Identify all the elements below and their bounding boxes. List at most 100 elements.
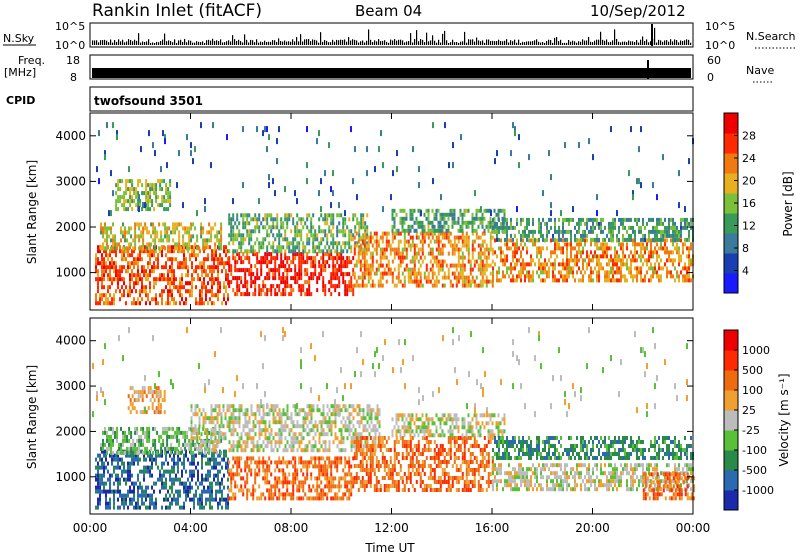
velocity-cell xyxy=(254,488,257,493)
power-cell xyxy=(352,292,355,297)
power-cell xyxy=(201,285,203,290)
velocity-cell xyxy=(110,446,112,451)
nsky-count-bar xyxy=(210,40,212,45)
power-cell xyxy=(652,250,654,255)
power-cell xyxy=(139,203,142,208)
velocity-cell xyxy=(227,461,229,466)
power-cell xyxy=(491,247,494,252)
power-cell xyxy=(254,292,257,297)
power-cell xyxy=(499,208,502,213)
power-cell xyxy=(401,220,404,225)
velocity-cell xyxy=(106,450,108,455)
power-cell xyxy=(465,224,468,229)
power-cell xyxy=(463,275,466,280)
nsky-count-bar xyxy=(168,40,170,45)
power-cell xyxy=(419,263,422,268)
power-cell xyxy=(328,264,331,269)
power-cell xyxy=(246,221,249,226)
velocity-cell xyxy=(171,477,173,482)
velocity-cell xyxy=(111,453,113,458)
power-cell xyxy=(270,229,273,234)
power-cell xyxy=(145,285,147,290)
power-cell xyxy=(228,284,231,289)
power-cell xyxy=(312,272,315,277)
velocity-cell xyxy=(240,456,243,461)
power-cell xyxy=(481,231,484,236)
velocity-cell xyxy=(195,493,197,498)
velocity-cell xyxy=(181,473,183,478)
power-cell xyxy=(155,301,157,306)
power-cell xyxy=(364,221,367,226)
power-cell xyxy=(443,243,446,248)
power-cell xyxy=(487,251,490,256)
power-cell xyxy=(193,269,195,274)
power-cell xyxy=(314,264,317,269)
nsky-count-bar xyxy=(634,41,636,45)
power-cell xyxy=(141,183,144,188)
power-cell xyxy=(290,268,293,273)
power-cell xyxy=(363,247,366,252)
power-cell xyxy=(365,271,368,276)
velocity-cell xyxy=(246,456,249,461)
power-cell xyxy=(359,263,362,268)
power-cell xyxy=(451,220,454,225)
power-cell xyxy=(174,222,177,227)
power-cell xyxy=(154,246,157,251)
velocity-cell xyxy=(141,497,143,502)
velocity-cell xyxy=(266,472,269,477)
power-cell xyxy=(348,241,351,246)
velocity-cell xyxy=(171,497,173,502)
power-cell xyxy=(232,276,235,281)
power-cell xyxy=(666,266,668,271)
power-cell xyxy=(413,251,416,256)
power-cell xyxy=(254,249,257,254)
velocity-cell xyxy=(276,464,279,469)
power-cell xyxy=(375,235,378,240)
power-cell xyxy=(494,250,496,255)
power-cell xyxy=(636,242,638,247)
velocity-cell xyxy=(117,461,119,466)
power-cell xyxy=(520,233,522,238)
power-cell xyxy=(117,207,120,212)
power-cell xyxy=(395,275,398,280)
power-cell xyxy=(300,276,303,281)
velocity-cell xyxy=(302,496,305,501)
velocity-cell xyxy=(165,485,167,490)
velocity-cell xyxy=(99,465,101,470)
power-cell xyxy=(137,183,140,188)
power-cell xyxy=(367,271,370,276)
power-cell xyxy=(238,252,241,257)
power-cell xyxy=(143,265,145,270)
velocity-cell xyxy=(292,484,295,489)
power-cell xyxy=(169,195,172,200)
power-cell xyxy=(270,225,273,230)
power-cell xyxy=(449,208,452,213)
power-cell xyxy=(445,228,448,233)
velocity-cell xyxy=(300,456,303,461)
power-cell xyxy=(163,289,165,294)
power-cell xyxy=(105,249,107,254)
power-cell xyxy=(439,224,442,229)
nsky-count-bar xyxy=(392,40,394,45)
velocity-cells xyxy=(92,327,695,510)
power-cell xyxy=(512,278,514,283)
nsky-count-bar xyxy=(430,40,432,45)
power-cell xyxy=(135,289,137,294)
velocity-cell xyxy=(234,456,237,461)
power-cell xyxy=(435,283,438,288)
power-cell xyxy=(528,154,530,161)
nsky-count-bar xyxy=(200,42,202,45)
velocity-cell xyxy=(151,453,153,458)
power-cell xyxy=(149,301,151,306)
power-cell xyxy=(363,231,366,236)
velocity-cell xyxy=(159,394,162,399)
power-cell xyxy=(276,252,279,257)
nsky-count-bar xyxy=(144,41,146,45)
nsky-count-bar xyxy=(664,40,666,45)
power-cell xyxy=(437,251,440,256)
power-cell xyxy=(367,239,370,244)
power-cell xyxy=(358,229,361,234)
power-cell xyxy=(195,253,197,258)
power-cell xyxy=(447,228,450,233)
power-cell xyxy=(640,266,642,271)
